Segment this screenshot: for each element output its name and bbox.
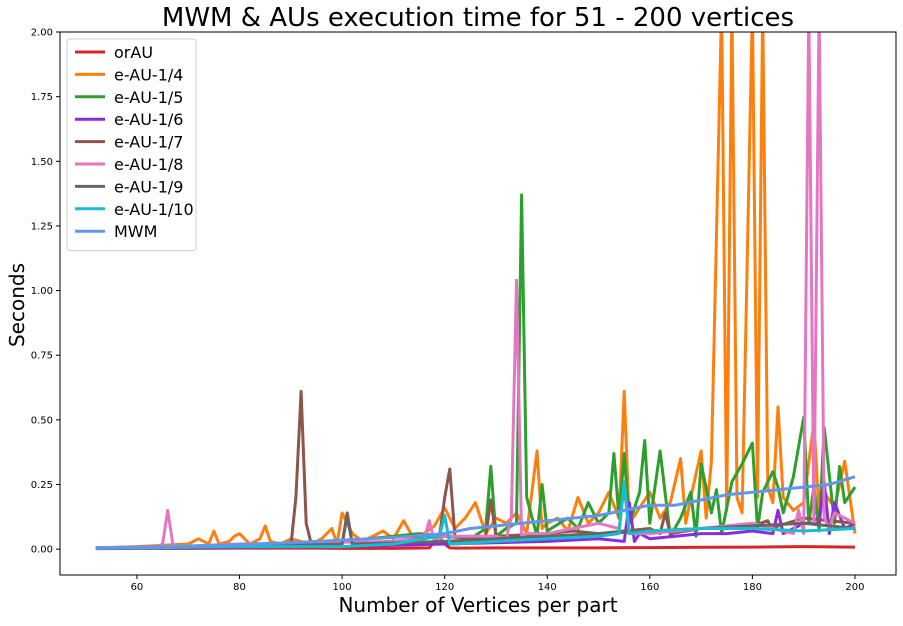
y-tick-label: 2.00 [31,28,53,39]
y-tick-label: 0.50 [31,415,53,426]
x-tick-label: 120 [435,582,454,593]
x-tick-label: 80 [233,582,246,593]
legend: orAU e-AU-1/4 e-AU-1/5 e-AU-1/6 e-AU-1/7 e-AU… [66,38,197,252]
x-tick-label: 140 [538,582,557,593]
series-line-mwm [95,475,856,550]
y-tick-label: 1.25 [31,221,53,232]
x-tick-label: 60 [131,582,144,593]
y-tick-label: 1.00 [31,286,53,297]
x-tick-label: 160 [640,582,659,593]
legend-label: e-AU-1/7 [114,133,183,152]
legend-label: orAU [114,43,153,62]
legend-label: MWM [114,222,157,241]
legend-label: e-AU-1/5 [114,88,183,107]
x-tick-label: 180 [743,582,762,593]
axis-ticks: 60 80 100 120 140 160 180 200 0.00 0.25 0.50 0.75 1.… [31,28,865,594]
x-tick-label: 100 [333,582,352,593]
y-axis-label: Seconds [5,263,29,347]
chart-title: MWM & AUs execution time for 51 - 200 ve… [162,3,794,33]
plot-area-frame [59,31,897,576]
y-tick-label: 0.25 [31,480,53,491]
y-tick-label: 1.50 [31,157,53,168]
x-tick-label: 200 [845,582,864,593]
legend-label: e-AU-1/4 [114,65,183,84]
legend-label: e-AU-1/9 [114,177,183,196]
legend-label: e-AU-1/10 [114,200,194,219]
y-tick-label: 0.00 [31,545,53,556]
y-tick-label: 0.75 [31,351,53,362]
x-axis-label: Number of Vertices per part [338,593,617,617]
y-tick-label: 1.75 [31,92,53,103]
legend-label: e-AU-1/6 [114,110,183,129]
series-lines [95,32,857,551]
series-line-e-au-1-10 [95,480,856,550]
legend-label: e-AU-1/8 [114,155,183,174]
legend-box [66,38,197,252]
